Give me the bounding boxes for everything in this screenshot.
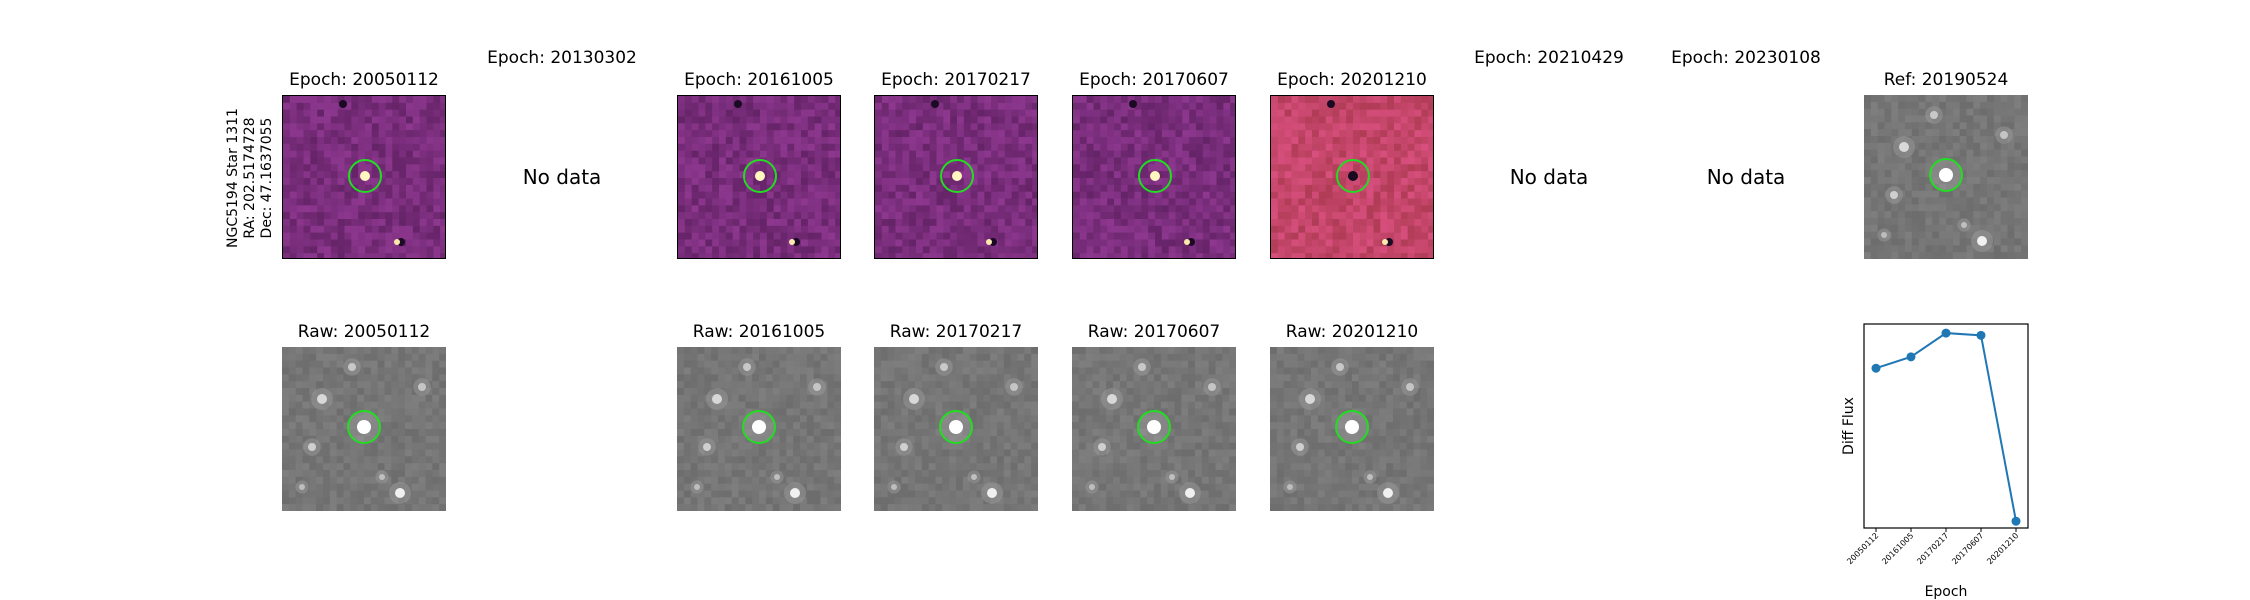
no-data-label: No data	[522, 165, 602, 189]
y-axis-label: Diff Flux	[1841, 397, 1857, 455]
data-point	[1906, 352, 1916, 362]
star-name: NGC5194 Star 1311	[225, 108, 241, 248]
raw-panel-title: Raw: 20161005	[692, 322, 826, 342]
x-tick-label: 20170607	[1950, 531, 1985, 566]
diff-panel-title: Epoch: 20210429	[1474, 48, 1624, 68]
raw-image	[1072, 347, 1236, 511]
diff-panel-title: Epoch: 20050112	[289, 70, 439, 90]
data-point	[2011, 516, 2021, 526]
diff-panel-title: Epoch: 20230108	[1671, 48, 1821, 68]
diff-panel-title: Epoch: 20201210	[1277, 70, 1427, 90]
plot-frame	[1863, 323, 2029, 529]
star-ra: RA: 202.5174728	[242, 117, 258, 239]
raw-panel-title: Raw: 20201210	[1285, 322, 1419, 342]
diff-panel-title: Epoch: 20161005	[684, 70, 834, 90]
raw-image	[677, 347, 841, 511]
series-line	[1875, 332, 2017, 522]
x-axis-label: Epoch	[1925, 584, 1968, 600]
diff-panel-title: Ref: 20190524	[1883, 70, 2009, 90]
raw-image	[1270, 347, 1434, 511]
star-info-label: NGC5194 Star 1311 RA: 202.5174728 Dec: 4…	[225, 108, 276, 248]
data-point	[1941, 328, 1951, 338]
diff-panel-title: Epoch: 20170217	[881, 70, 1031, 90]
difference-image	[1270, 95, 1434, 259]
star-dec: Dec: 47.1637055	[259, 117, 275, 239]
difference-image	[1072, 95, 1236, 259]
x-tick-label: 20201210	[1985, 531, 2020, 566]
no-data-label: No data	[1509, 165, 1589, 189]
difference-image	[677, 95, 841, 259]
diff-flux-lightcurve: 20050112 20161005 20170217 20170607 20201210…	[1841, 323, 2029, 600]
no-data-label: No data	[1706, 165, 1786, 189]
raw-image	[282, 347, 446, 511]
reference-image	[1864, 95, 2028, 259]
x-tick-label: 20170217	[1915, 531, 1950, 566]
diff-panel-title: Epoch: 20130302	[487, 48, 637, 68]
x-tick-label: 20161005	[1880, 531, 1915, 566]
difference-image	[282, 95, 446, 259]
raw-panel-title: Raw: 20170217	[889, 322, 1023, 342]
raw-image	[874, 347, 1038, 511]
raw-panel-title: Raw: 20170607	[1087, 322, 1221, 342]
x-tick-label: 20050112	[1845, 531, 1880, 566]
diff-panel-title: Epoch: 20170607	[1079, 70, 1229, 90]
data-point	[1976, 330, 1986, 340]
raw-panel-title: Raw: 20050112	[297, 322, 431, 342]
data-point	[1871, 363, 1881, 373]
difference-image	[874, 95, 1038, 259]
